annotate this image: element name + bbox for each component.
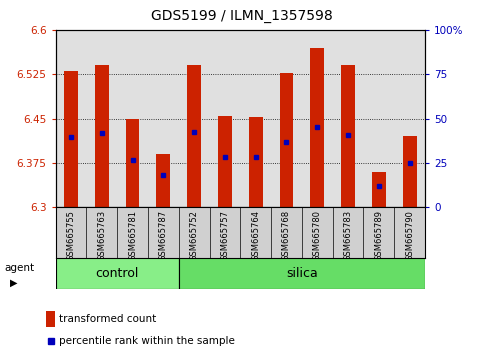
Bar <box>341 65 355 207</box>
Text: GSM665790: GSM665790 <box>405 210 414 261</box>
Text: GSM665787: GSM665787 <box>159 210 168 261</box>
Text: GSM665763: GSM665763 <box>97 210 106 261</box>
Text: GSM665752: GSM665752 <box>190 210 199 261</box>
Text: GSM665780: GSM665780 <box>313 210 322 261</box>
Bar <box>403 136 416 207</box>
FancyBboxPatch shape <box>56 258 179 289</box>
Bar <box>280 73 293 207</box>
Text: GSM665764: GSM665764 <box>251 210 260 261</box>
Text: agent: agent <box>5 263 35 273</box>
Bar <box>187 65 201 207</box>
Text: transformed count: transformed count <box>59 314 156 324</box>
Bar <box>249 118 263 207</box>
FancyBboxPatch shape <box>179 258 425 289</box>
Bar <box>46 311 55 327</box>
Bar <box>311 48 324 207</box>
Text: GDS5199 / ILMN_1357598: GDS5199 / ILMN_1357598 <box>151 9 332 23</box>
Bar <box>218 116 232 207</box>
Text: GSM665755: GSM665755 <box>67 210 75 261</box>
Text: GSM665781: GSM665781 <box>128 210 137 261</box>
Text: GSM665757: GSM665757 <box>220 210 229 261</box>
Text: GSM665768: GSM665768 <box>282 210 291 261</box>
Text: GSM665783: GSM665783 <box>343 210 353 261</box>
Text: silica: silica <box>286 267 318 280</box>
Text: ▶: ▶ <box>10 277 17 287</box>
Bar <box>156 154 170 207</box>
Text: control: control <box>96 267 139 280</box>
Bar <box>372 172 386 207</box>
Bar <box>64 72 78 207</box>
Text: percentile rank within the sample: percentile rank within the sample <box>59 336 235 346</box>
Bar <box>126 119 140 207</box>
Text: GSM665789: GSM665789 <box>374 210 384 261</box>
Bar <box>95 65 109 207</box>
